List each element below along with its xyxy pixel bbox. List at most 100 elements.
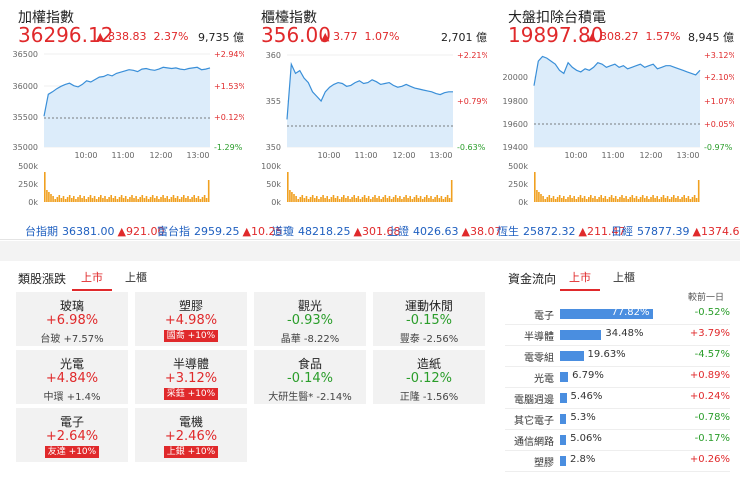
volume-bar (197, 196, 200, 202)
sector-top-stock[interactable]: 大研生醫* -2.14% (268, 392, 352, 403)
ticker-item[interactable]: 恆生 25872.32 ▲211.47 (497, 225, 626, 238)
sector-card[interactable]: 食品 -0.14% 大研生醫* -2.14% (254, 350, 366, 404)
volume-bar (297, 199, 299, 202)
sector-card[interactable]: 電子 +2.64% 友達 +10% (16, 408, 128, 462)
y-tick-label: 350 (266, 143, 281, 152)
pct-tick-label: +0.79% (457, 97, 487, 106)
sector-top-stock[interactable]: 上銀 +10% (135, 446, 247, 458)
sector-card[interactable]: 半導體 +3.12% 采鈺 +10% (135, 350, 247, 404)
fund-flow-row[interactable]: 電腦週邊 5.46% +0.24% (500, 388, 740, 408)
sector-top-stock[interactable]: 國喬 +10% (135, 330, 247, 342)
fund-flow-change: -0.78% (694, 412, 730, 423)
volume-bar (386, 198, 389, 202)
sector-card[interactable]: 運動休閒 -0.15% 豐泰 -2.56% (373, 292, 485, 346)
volume-bar (143, 198, 146, 202)
volume-bar (681, 197, 683, 202)
y-tick-label: 20000 (503, 73, 528, 82)
fund-flow-sector-name: 電腦週邊 (514, 395, 554, 406)
sector-card[interactable]: 塑膠 +4.98% 國喬 +10% (135, 292, 247, 346)
fund-flow-row[interactable]: 電零組 19.63% -4.57% (500, 346, 740, 366)
volume-bar (54, 199, 56, 202)
sector-top-stock[interactable]: 友達 +10% (16, 446, 128, 458)
volume-bar (585, 199, 588, 202)
up-triangle-icon: ▲ (321, 30, 330, 43)
ticker-item[interactable]: 台指期 36381.00 ▲921.00 (25, 225, 165, 238)
sector-card[interactable]: 玻璃 +6.98% 台玻 +7.57% (16, 292, 128, 346)
sector-name: 運動休閒 (404, 299, 453, 313)
sector-change: +2.64% (45, 429, 99, 444)
tab-otc[interactable]: 上櫃 (613, 271, 635, 284)
volume-bar (430, 196, 432, 202)
volume-bar (166, 196, 168, 202)
volume-bar (399, 196, 401, 202)
volume-bar (357, 196, 360, 202)
volume-bar (174, 198, 177, 202)
fund-flow-change: +3.79% (689, 328, 730, 339)
fund-flow-row[interactable]: 電子 77.82% -0.52% (500, 304, 740, 324)
volume-bar (380, 199, 382, 202)
volume-bar (353, 195, 355, 202)
volume-bar (687, 196, 690, 202)
index-volume: 9,735 億 (198, 31, 244, 44)
tab-listed[interactable]: 上市 (560, 268, 600, 291)
pct-tick-label: +1.07% (704, 97, 734, 106)
volume-bar (411, 199, 414, 202)
sector-card[interactable]: 造紙 -0.12% 正隆 -1.56% (373, 350, 485, 404)
sector-top-stock[interactable]: 晶華 -8.22% (280, 334, 340, 345)
fund-flow-column-header: 較前一日 (688, 293, 725, 303)
volume-bar (66, 197, 69, 202)
volume-bar (548, 195, 551, 202)
fund-flow-share: 77.82% (611, 307, 650, 318)
volume-tick-label: 0k (28, 198, 38, 207)
volume-bar (448, 198, 451, 202)
index-chart: 360 355 350 +2.21% +0.79% -0.63% 10:00 11:00 12:… (261, 51, 487, 207)
volume-bar (191, 197, 193, 202)
volume-bar (164, 198, 166, 202)
volume-bar (444, 197, 447, 202)
ticker-item[interactable]: 富台指 2959.25 ▲10.25 (157, 225, 283, 238)
ticker-item[interactable]: 道瓊 48218.25 ▲301.68 (272, 225, 401, 238)
volume-bar (118, 197, 121, 202)
volume-bar (648, 199, 650, 202)
sector-card[interactable]: 觀光 -0.93% 晶華 -8.22% (254, 292, 366, 346)
volume-bar (677, 196, 679, 202)
ticker-item[interactable]: 上證 4026.63 ▲38.07 (387, 225, 502, 238)
volume-tick-label: 500k (18, 162, 38, 171)
fund-flow-row[interactable]: 其它電子 5.3% -0.78% (500, 409, 740, 429)
x-tick-label: 11:00 (601, 151, 624, 160)
sector-top-stock[interactable]: 台玻 +7.57% (40, 334, 104, 345)
volume-bar (338, 199, 341, 202)
sector-card[interactable]: 光電 +4.84% 中環 +1.4% (16, 350, 128, 404)
fund-flow-row[interactable]: 光電 6.79% +0.89% (500, 367, 740, 387)
volume-bar (359, 199, 362, 202)
index-chart: 36500 36000 35500 35000 +2.94% +1.53% +0.12% -1… (13, 50, 244, 207)
tab-otc[interactable]: 上櫃 (125, 271, 147, 284)
fund-flow-row[interactable]: 半導體 34.48% +3.79% (500, 325, 740, 345)
volume-bar (668, 199, 671, 202)
index-panel-ex-tsmc[interactable]: 大盤扣除台積電 19897.80 ▲ 308.27 1.57% 8,945 億 … (496, 0, 734, 212)
y-tick-label: 36000 (13, 82, 38, 91)
x-tick-label: 12:00 (392, 151, 415, 160)
x-tick-label: 10:00 (74, 151, 97, 160)
volume-tick-label: 500k (508, 162, 528, 171)
y-tick-label: 35000 (13, 143, 38, 152)
tab-listed[interactable]: 上市 (72, 268, 112, 291)
volume-bar (697, 180, 700, 202)
volume-bar (95, 199, 98, 202)
volume-bar (561, 198, 563, 202)
volume-bar (421, 199, 424, 202)
sector-top-stock[interactable]: 豐泰 -2.56% (399, 334, 459, 345)
fund-flow-row[interactable]: 塑膠 2.8% +0.26% (500, 451, 740, 471)
sector-top-stock[interactable]: 中環 +1.4% (43, 392, 101, 403)
index-panel-taiex[interactable]: 加權指數 36296.12 ▲ 838.83 2.37% 9,735 億 365… (6, 0, 244, 212)
sector-card[interactable]: 電機 +2.46% 上銀 +10% (135, 408, 247, 462)
volume-bar (581, 198, 584, 202)
sector-top-stock[interactable]: 正隆 -1.56% (399, 392, 459, 403)
fund-flow-row[interactable]: 通信網路 5.06% -0.17% (500, 430, 740, 450)
volume-tick-label: 250k (18, 180, 38, 189)
sector-top-stock[interactable]: 采鈺 +10% (135, 388, 247, 400)
volume-tick-label: 50k (266, 180, 281, 189)
index-panel-otc[interactable]: 櫃檯指數 356.00 ▲ 3.77 1.07% 2,701 億 360 355 3… (249, 0, 487, 212)
volume-bar (575, 199, 578, 202)
